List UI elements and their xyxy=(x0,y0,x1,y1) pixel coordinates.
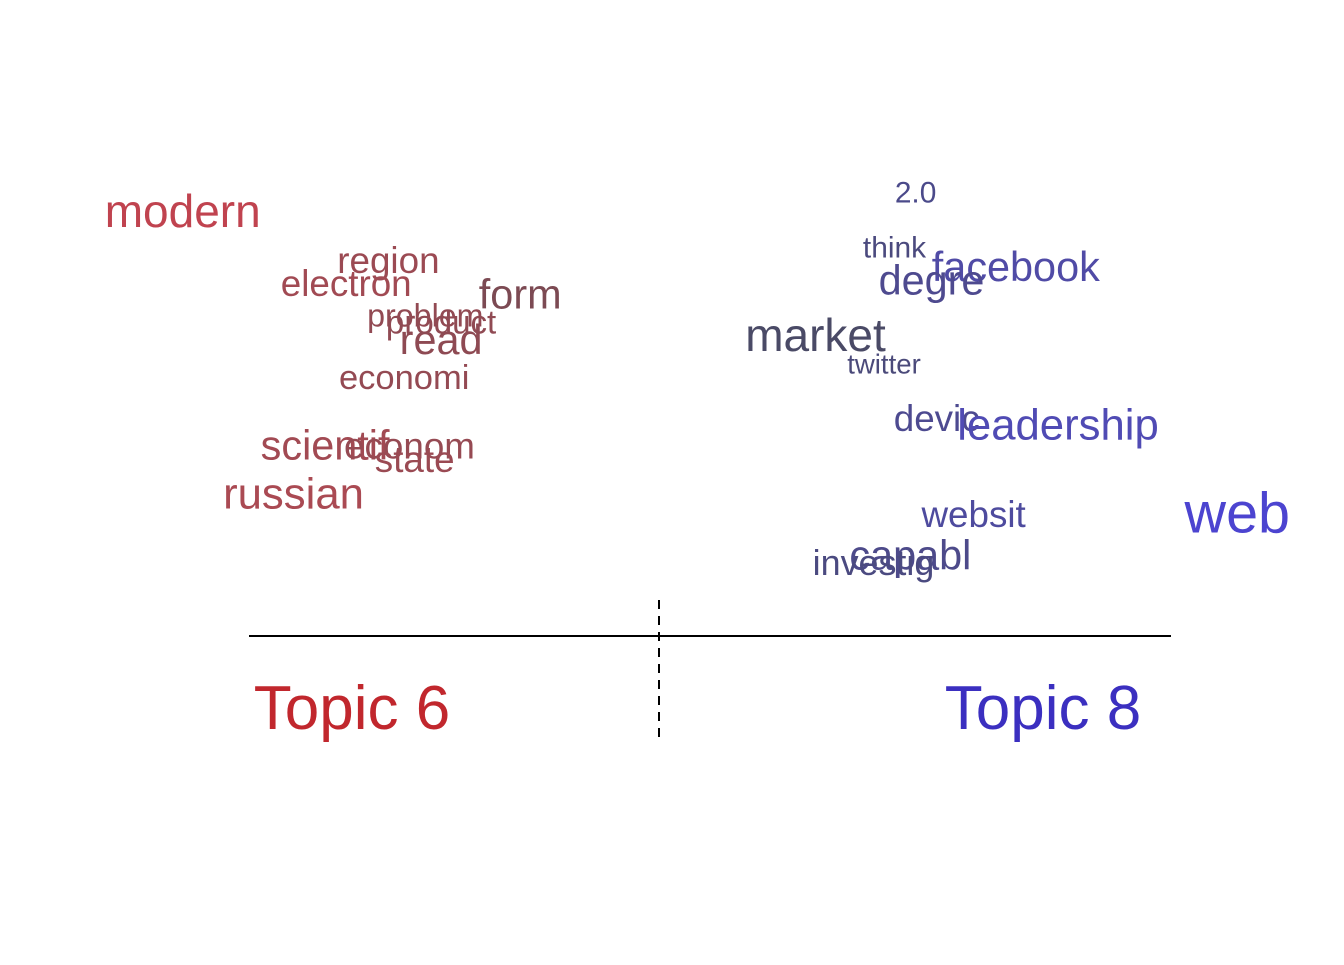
word-label: facebook xyxy=(932,244,1100,290)
word-label: scientif xyxy=(261,423,390,469)
word-label: product xyxy=(386,305,496,342)
word-label: devic xyxy=(894,398,980,439)
word-label: 2.0 xyxy=(895,176,937,209)
word-label: websit xyxy=(920,494,1025,535)
word-label: twitter xyxy=(847,349,921,380)
word-label: web xyxy=(1184,482,1290,546)
word-label: investig xyxy=(813,543,935,583)
word-label: think xyxy=(863,231,926,264)
topic-left-label: Topic 6 xyxy=(254,674,450,743)
topic-right-label: Topic 8 xyxy=(945,674,1141,743)
word-label: state xyxy=(375,439,455,480)
word-label: leadership xyxy=(957,401,1159,450)
word-label: modern xyxy=(105,185,261,237)
word-label: capabl xyxy=(849,533,971,579)
word-label: region xyxy=(337,240,439,281)
word-label: read xyxy=(400,317,483,363)
word-label: market xyxy=(745,309,886,361)
word-label: degre xyxy=(879,258,985,304)
word-label: economi xyxy=(339,359,469,397)
word-label: form xyxy=(479,271,562,317)
word-label: problem xyxy=(367,298,483,334)
word-label: econom xyxy=(344,426,475,467)
word-label: russian xyxy=(223,469,364,518)
word-label: electron xyxy=(281,263,412,304)
